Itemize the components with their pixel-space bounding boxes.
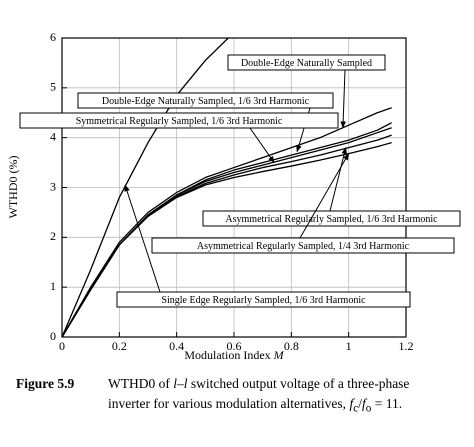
callout-arrow: [249, 127, 275, 164]
x-tick-label: 0: [59, 339, 65, 353]
y-tick-label: 5: [50, 80, 56, 94]
x-tick-label: 1.2: [399, 339, 414, 353]
x-tick-label: 0.2: [112, 339, 127, 353]
caption-text: /: [358, 396, 362, 411]
series-label: Double-Edge Naturally Sampled: [241, 58, 372, 69]
series-label: Single Edge Regularly Sampled, 1/6 3rd H…: [161, 295, 366, 306]
series-label: Double-Edge Naturally Sampled, 1/6 3rd H…: [102, 96, 310, 107]
caption-text: inverter for various modulation alternat…: [108, 396, 350, 411]
x-axis-label: Modulation Index M: [184, 348, 284, 362]
series-label: Asymmetrical Regularly Sampled, 1/4 3rd …: [197, 241, 410, 252]
caption-text: WTHD0 of: [108, 376, 174, 391]
caption-line: inverter for various modulation alternat…: [16, 394, 466, 419]
x-axis-label-var: M: [273, 348, 285, 362]
y-tick-label: 2: [50, 229, 56, 243]
y-axis-label: WTHD0 (%): [6, 156, 20, 219]
y-tick-label: 0: [50, 329, 56, 343]
caption-text: l–l: [173, 376, 188, 391]
x-tick-label: 0.8: [284, 339, 299, 353]
data-line: [61, 107, 392, 338]
caption-text: o: [365, 402, 372, 415]
y-tick-label: 3: [50, 179, 56, 193]
callout-arrow: [340, 69, 346, 129]
caption-text: switched output voltage of a three-phase: [187, 376, 410, 391]
x-tick-label: 1: [346, 339, 352, 353]
caption-text: c: [353, 402, 359, 415]
chart: WTHD0 (%) Modulation Index M 0 0.2 0.4 0.6 0…: [6, 30, 461, 362]
figure-number: Figure 5.9: [16, 376, 75, 391]
series-label: Symmetrical Regularly Sampled, 1/6 3rd H…: [76, 116, 283, 127]
caption-text: f: [349, 396, 354, 411]
y-tick-label: 1: [50, 279, 56, 293]
callout-box: [227, 54, 386, 71]
callout-box: [116, 291, 411, 308]
caption: Figure 5.9 WTHD0 of l–l switched output v…: [16, 374, 466, 419]
callout-arrow: [124, 184, 161, 293]
callout-box: [202, 210, 461, 227]
callout-box: [77, 92, 334, 109]
caption-text: f: [361, 396, 366, 411]
x-tick-label: 0.6: [227, 339, 242, 353]
caption-line: Figure 5.9 WTHD0 of l–l switched output v…: [16, 374, 466, 394]
callout-arrow: [299, 153, 350, 239]
y-tick-label: 6: [50, 30, 56, 44]
x-axis-label-text: Modulation Index: [184, 348, 273, 362]
callout-box: [19, 112, 339, 129]
callout-box: [151, 237, 455, 254]
plot-frame: [61, 37, 407, 338]
x-tick-label: 0.4: [169, 339, 184, 353]
y-tick-label: 4: [50, 129, 56, 143]
series-label: Asymmetrical Regularly Sampled, 1/6 3rd …: [225, 214, 438, 225]
caption-text: = 11.: [371, 396, 403, 411]
data-line: [61, 37, 229, 338]
